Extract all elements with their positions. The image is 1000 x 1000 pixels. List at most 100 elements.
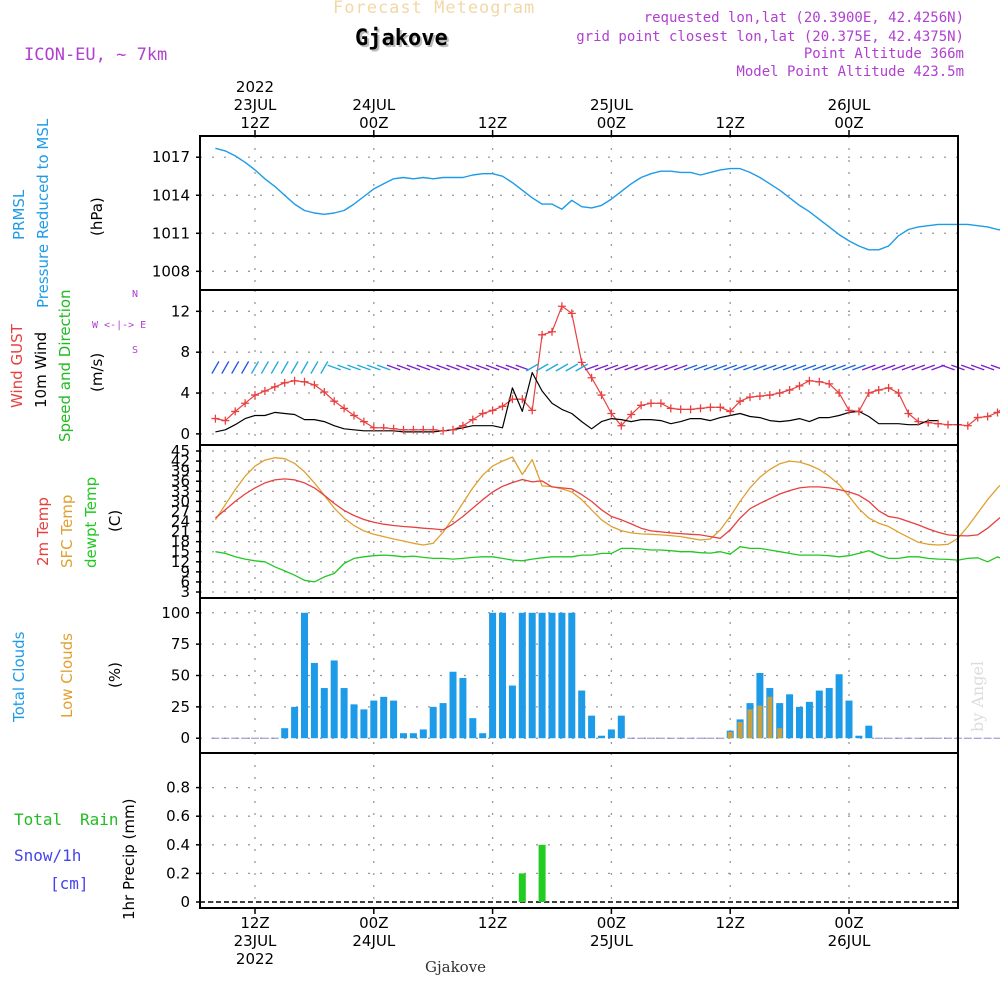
wind-arrow — [960, 364, 975, 371]
wind-arrow — [555, 363, 569, 372]
precip-snow-unit: [cm] — [50, 874, 89, 893]
gust-marker — [399, 425, 408, 434]
total-cloud-bar — [805, 701, 813, 739]
total-cloud-bar — [489, 612, 497, 739]
gust-marker — [894, 389, 903, 398]
y-tick-label: 1014 — [152, 186, 190, 204]
wind-arrow — [260, 361, 270, 374]
wind-arrow — [231, 361, 240, 374]
wind-arrow — [376, 364, 391, 371]
dewpt-line — [215, 546, 1000, 583]
low-cloud-bar — [747, 709, 753, 739]
gust-marker — [587, 373, 596, 382]
wind-arrow — [515, 364, 530, 371]
total-cloud-bar — [439, 703, 447, 739]
wind-arrow — [300, 361, 309, 374]
wind-arrow — [753, 364, 767, 371]
wind-arrow — [535, 363, 549, 372]
gust-marker — [359, 417, 368, 426]
temp-sfc-label: SFC Temp — [58, 494, 76, 568]
gust-marker — [993, 408, 1000, 417]
total-cloud-bar — [617, 715, 625, 739]
wind-arrow — [713, 364, 728, 371]
wind-arrow — [624, 364, 639, 371]
gust-marker — [726, 407, 735, 416]
wind-arrows-layer — [211, 361, 1000, 374]
gust-marker — [300, 377, 309, 386]
wind-arrow — [654, 364, 668, 371]
temp-2m-line — [214, 478, 1000, 539]
pressure-line — [215, 147, 1000, 251]
gust-marker — [538, 330, 547, 339]
wind-arrow — [280, 361, 289, 374]
total-cloud-bar — [588, 715, 596, 739]
time-label-top: 25JUL — [590, 96, 633, 114]
wind-arrow — [683, 364, 698, 371]
wind-arrow — [614, 364, 629, 371]
y-tick-label: 25 — [171, 698, 190, 716]
wind-arrow — [772, 364, 787, 371]
wind-arrow — [366, 364, 381, 371]
total-cloud-bar — [796, 706, 803, 739]
wind-arrow — [832, 364, 846, 371]
gust-marker — [369, 423, 378, 432]
lines-layer — [214, 147, 1000, 583]
y-tick-label: 0.2 — [166, 864, 190, 882]
y-tick-label: 36 — [171, 472, 190, 490]
tick-labels-layer: 1008101110141017048123691215182124273033… — [152, 148, 200, 911]
y-tick-label: 100 — [161, 604, 190, 622]
total-cloud-bar — [320, 688, 328, 739]
model-label: ICON-EU, ~ 7km — [24, 45, 168, 65]
wind-arrow — [465, 364, 480, 371]
time-label-top: 24JUL — [352, 96, 395, 114]
wind-arrow — [575, 363, 589, 372]
total-cloud-bar — [301, 612, 308, 739]
gust-marker — [775, 389, 784, 398]
y-tick-label: 33 — [171, 482, 190, 500]
wind-speed-dir-label: Speed and Direction — [56, 289, 74, 442]
gust-marker — [251, 391, 259, 400]
gust-marker — [825, 379, 834, 388]
gust-marker — [934, 419, 943, 428]
temp-2m-label: 2m Temp — [34, 497, 52, 566]
wind-arrow — [396, 364, 411, 371]
gust-marker — [221, 416, 230, 425]
wind-arrow — [970, 364, 985, 371]
grid-layer — [200, 136, 958, 908]
y-tick-label: 12 — [171, 302, 190, 320]
wind-arrow — [221, 361, 230, 374]
compass-south: S — [132, 345, 139, 356]
gust-marker — [350, 411, 358, 420]
time-label-bottom: 23JUL — [234, 932, 277, 950]
gust-marker — [785, 385, 794, 394]
y-tick-label: 75 — [171, 635, 190, 653]
gust-marker — [211, 414, 220, 423]
gust-marker — [488, 406, 497, 415]
gust-marker — [567, 309, 576, 318]
info-model-altitude: Model Point Altitude 423.5m — [736, 64, 964, 80]
wind-arrow — [584, 364, 599, 371]
y-tick-label: 24 — [171, 513, 190, 531]
wind-arrow — [663, 364, 678, 371]
gust-marker — [963, 421, 972, 430]
time-label-bottom: 25JUL — [590, 932, 633, 950]
gust-marker — [706, 403, 715, 412]
gust-marker — [458, 421, 467, 430]
plot-frame — [199, 135, 959, 909]
bars-layer — [200, 612, 1000, 903]
pressure-label-name: Pressure Reduced to MSL — [34, 118, 52, 308]
compass-we: W <-|-> E — [92, 320, 147, 331]
wind-arrow — [822, 364, 837, 371]
info-point-altitude: Point Altitude 366m — [803, 46, 964, 62]
time-label-bottom: 12Z — [240, 914, 269, 932]
total-cloud-bar — [499, 612, 506, 739]
wind-arrow — [406, 364, 421, 371]
time-label-top: 12Z — [478, 114, 507, 132]
total-cloud-bar — [508, 685, 516, 739]
gust-marker — [656, 399, 665, 408]
wind-arrow — [290, 361, 299, 374]
gust-marker — [320, 388, 329, 397]
wind-arrow — [475, 364, 490, 371]
wind-arrow — [505, 364, 520, 371]
wind-arrow — [211, 361, 220, 374]
